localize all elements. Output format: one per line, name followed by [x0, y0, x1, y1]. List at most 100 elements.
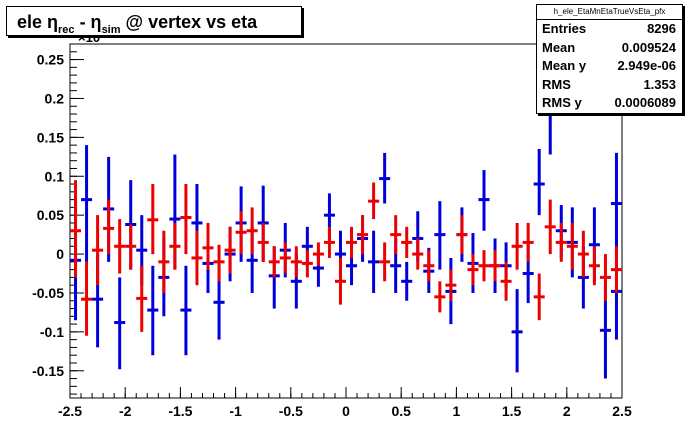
red-data-point — [334, 257, 346, 305]
x-tick-label: -2.5 — [58, 403, 82, 419]
plot-title: ele ηrec - ηsim @ vertex vs eta — [6, 6, 302, 36]
y-tick-label: 0 — [56, 246, 64, 262]
blue-data-point — [81, 145, 93, 262]
blue-data-point — [147, 265, 159, 356]
red-data-point — [147, 184, 159, 255]
stats-label: Mean y — [542, 58, 587, 73]
title-part3: @ vertex vs eta — [120, 12, 258, 32]
blue-data-point — [401, 261, 413, 301]
x-tick-label: -1.5 — [168, 403, 192, 419]
blue-data-point — [478, 170, 490, 231]
red-data-point — [555, 222, 567, 262]
x-tick-label: 0.5 — [391, 403, 411, 419]
axes: -2.5 -2 -1.5 -1 -0.5 0 0.5 1 1.5 2 2.5 -0.15 -0.1 -0.… — [32, 51, 632, 419]
stats-row-rms-y: RMS y 0.0006089 — [537, 94, 682, 113]
red-data-point — [588, 246, 600, 286]
red-data-point — [412, 238, 424, 270]
x-tick-label: 1.5 — [502, 403, 522, 419]
red-data-point — [169, 222, 181, 270]
blue-data-point — [180, 265, 192, 356]
stats-value: 0.009524 — [621, 39, 676, 55]
title-sub-sim: sim — [101, 24, 121, 36]
red-data-point — [257, 222, 269, 262]
red-data-point — [533, 273, 545, 321]
stats-value: 8296 — [647, 21, 676, 36]
red-data-point — [379, 242, 391, 282]
red-data-point — [235, 211, 247, 255]
red-data-point — [511, 222, 523, 270]
red-data-point — [323, 226, 335, 258]
red-data-point — [158, 230, 170, 293]
x-tick-label: -2 — [119, 403, 132, 419]
blue-data-point — [379, 152, 391, 204]
red-data-point — [467, 254, 479, 286]
red-data-point — [70, 180, 82, 278]
red-data-point — [522, 222, 534, 262]
red-data-point — [279, 242, 291, 274]
stats-row-mean-y: Mean y 2.949e-06 — [537, 57, 682, 76]
red-data-point — [357, 215, 369, 255]
red-data-point — [301, 250, 313, 278]
x-tick-label: 2 — [563, 403, 571, 419]
red-data-point — [445, 269, 457, 301]
y-tick-label: 0.2 — [45, 90, 65, 106]
blue-data-point — [533, 149, 545, 216]
red-data-point — [346, 226, 358, 258]
red-data-point — [390, 215, 402, 255]
data-marks — [70, 75, 622, 379]
red-data-point — [500, 261, 512, 301]
stats-value: 0.0006089 — [614, 95, 676, 110]
red-data-point — [290, 246, 302, 278]
red-data-point — [456, 215, 468, 255]
red-data-point — [246, 207, 258, 255]
red-data-point — [312, 242, 324, 266]
stats-histogram-name: h_ele_EtaMnEtaTrueVsEta_pfx — [537, 5, 682, 20]
stats-row-mean: Mean 0.009524 — [537, 39, 682, 58]
red-data-point — [478, 250, 490, 282]
red-data-point — [401, 226, 413, 258]
x-tick-label: 2.5 — [612, 403, 632, 419]
y-tick-label: 0.15 — [37, 129, 64, 145]
stats-label: Mean — [542, 39, 576, 55]
blue-data-point — [368, 230, 380, 293]
y-tick-label: -0.05 — [32, 285, 64, 301]
red-data-point — [180, 184, 192, 255]
stats-label: RMS y — [542, 95, 582, 110]
red-data-point — [224, 226, 236, 274]
red-data-point — [544, 199, 556, 255]
red-data-point — [213, 244, 225, 282]
y-tick-label: -0.15 — [32, 363, 64, 379]
red-data-point — [125, 224, 137, 270]
red-data-point — [191, 230, 203, 286]
y-tick-label: -0.1 — [40, 324, 64, 340]
red-data-point — [268, 246, 280, 278]
x-tick-label: -0.5 — [279, 403, 303, 419]
blue-data-point — [511, 289, 523, 373]
x-tick-label: -1 — [229, 403, 242, 419]
stats-label: RMS — [542, 76, 571, 92]
red-data-point — [566, 222, 578, 270]
stats-label: Entries — [542, 21, 587, 36]
blue-data-point — [114, 277, 126, 370]
red-data-point — [81, 261, 93, 336]
red-data-point — [577, 230, 589, 278]
statistics-box: h_ele_EtaMnEtaTrueVsEta_pfx Entries 8296… — [536, 4, 683, 114]
y-tick-label: 0.1 — [45, 168, 65, 184]
x-tick-label: 1 — [453, 403, 461, 419]
red-data-point — [368, 182, 380, 220]
red-data-point — [489, 250, 501, 282]
blue-data-point — [434, 201, 446, 270]
red-data-point — [202, 222, 214, 270]
stats-value: 1.353 — [643, 76, 676, 92]
stats-row-rms: RMS 1.353 — [537, 76, 682, 95]
red-data-point — [423, 250, 435, 282]
red-data-point — [92, 215, 104, 286]
red-data-point — [114, 219, 126, 274]
red-data-point — [599, 254, 611, 301]
title-sub-rec: rec — [58, 24, 75, 36]
title-part1: ele η — [17, 12, 59, 32]
red-data-point — [103, 199, 115, 255]
y-tick-label: 0.25 — [37, 52, 64, 68]
red-data-point — [136, 265, 148, 332]
